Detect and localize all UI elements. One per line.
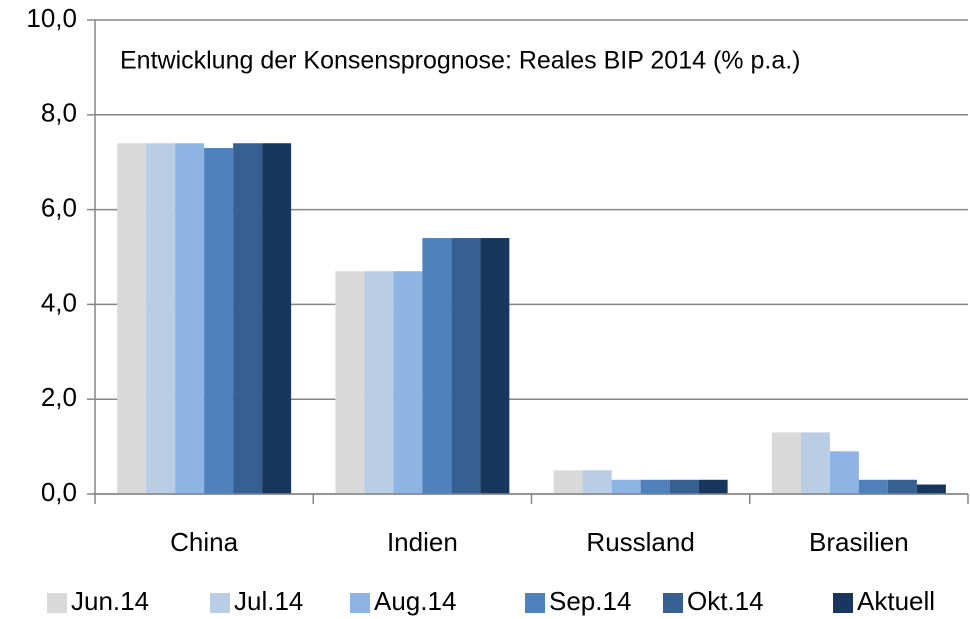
chart-title: Entwicklung der Konsensprognose: Reales … [120, 47, 801, 75]
bar [204, 147, 234, 495]
y-tick-label: 4,0 [41, 287, 77, 317]
bar [582, 470, 612, 494]
legend-swatch [833, 593, 853, 613]
bar [233, 143, 263, 495]
bar [698, 479, 728, 494]
bar [364, 271, 394, 494]
legend-label: Jun.14 [71, 586, 149, 616]
x-tick-label: Russland [586, 527, 694, 557]
bar [771, 432, 801, 494]
bar [146, 143, 176, 495]
bar [262, 143, 292, 495]
bar [117, 143, 147, 495]
y-tick-label: 0,0 [41, 477, 77, 507]
bar [829, 451, 859, 494]
bar [800, 432, 830, 494]
x-tick-label: Indien [387, 527, 458, 557]
x-tick-label: China [170, 527, 238, 557]
legend-label: Okt.14 [687, 586, 764, 616]
bar [422, 238, 452, 494]
bar [858, 479, 888, 494]
legend-swatch [663, 593, 683, 613]
bar [640, 479, 670, 494]
bar [480, 238, 510, 494]
y-tick-label: 6,0 [41, 192, 77, 222]
bar [451, 238, 481, 494]
bar [393, 271, 423, 494]
bar [611, 479, 641, 494]
bar [553, 470, 583, 494]
y-tick-label: 2,0 [41, 382, 77, 412]
bar [335, 271, 365, 494]
bar [916, 484, 946, 494]
legend-swatch [47, 593, 67, 613]
legend-label: Aktuell [857, 586, 935, 616]
y-tick-label: 8,0 [41, 98, 77, 128]
legend-label: Sep.14 [549, 586, 631, 616]
legend-label: Jul.14 [234, 586, 303, 616]
x-tick-label: Brasilien [809, 527, 909, 557]
bar [887, 479, 917, 494]
y-tick-label: 10,0 [26, 3, 77, 33]
legend-label: Aug.14 [374, 586, 456, 616]
legend-swatch [525, 593, 545, 613]
bar [175, 143, 205, 495]
legend-swatch [350, 593, 370, 613]
bar [669, 479, 699, 494]
legend-swatch [210, 593, 230, 613]
